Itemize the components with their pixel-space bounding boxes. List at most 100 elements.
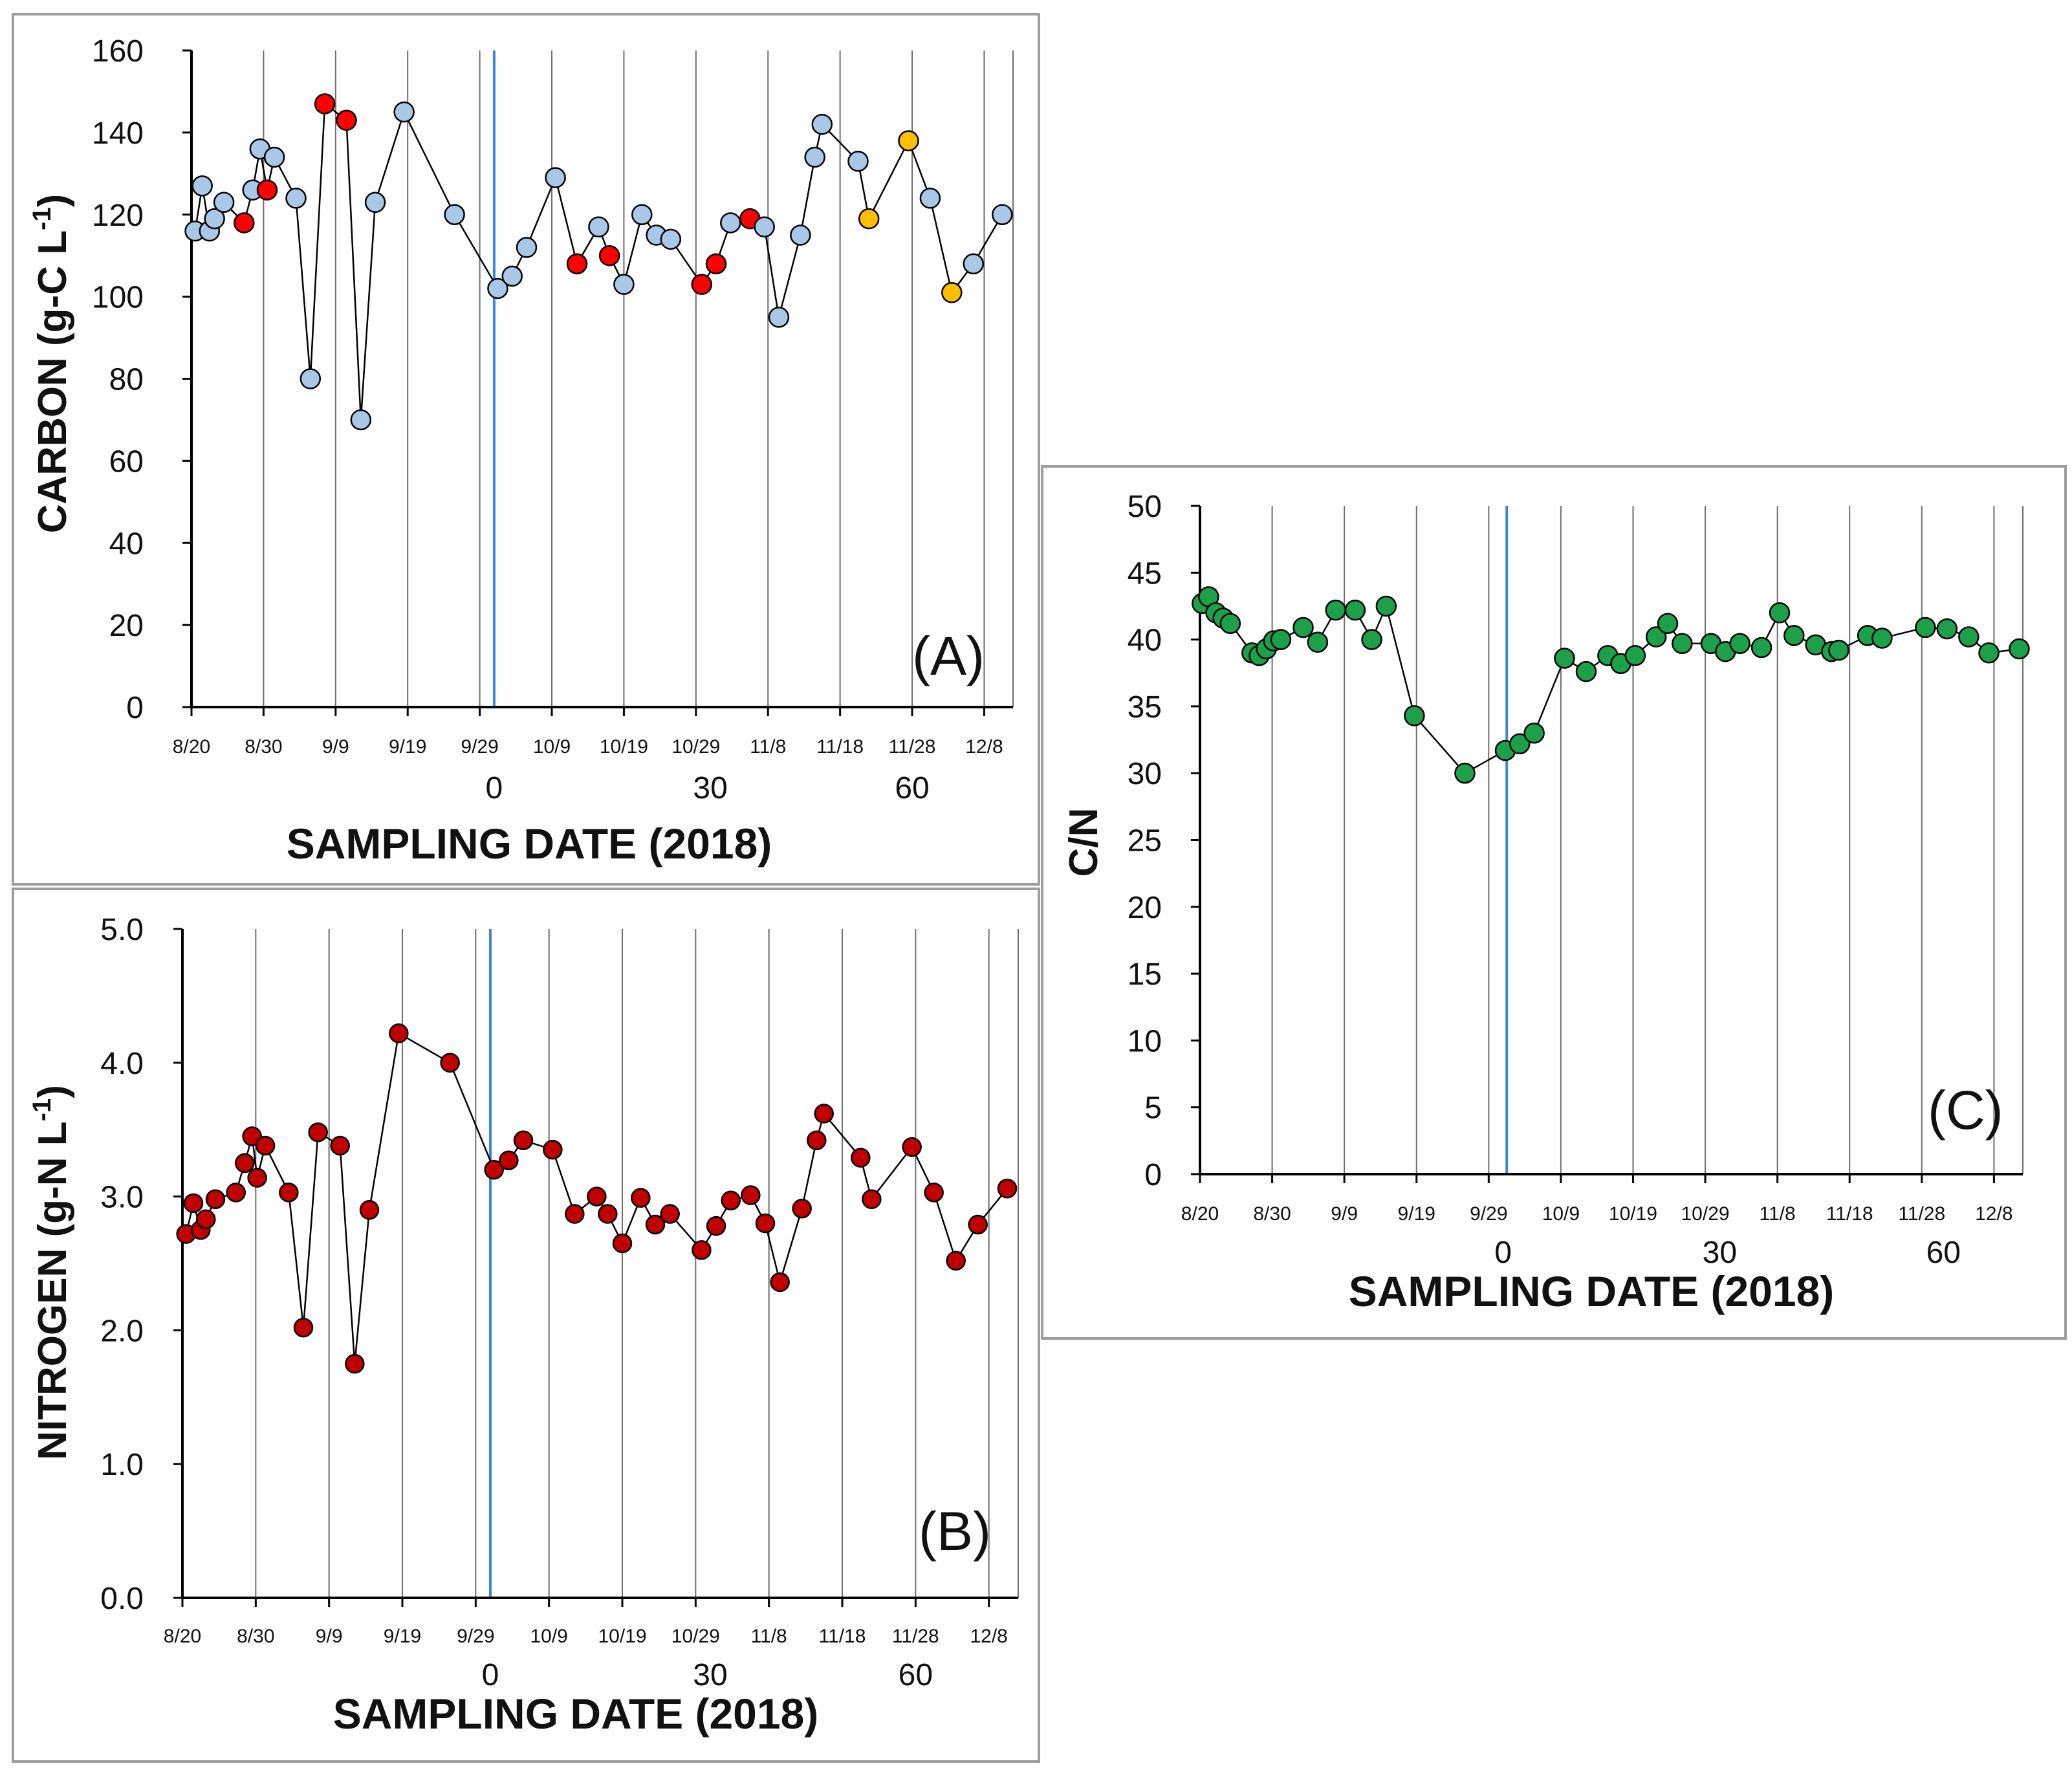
panel-c-data-point <box>1645 626 1667 648</box>
panel-c-data-point <box>1828 639 1849 661</box>
panel-c: 0 5 10 15 20 25 30 35 40 45 50 8/20 8/30 9/9 9/19 9/29… <box>1041 465 2067 1340</box>
panel-a-date-tick-label: 10/29 <box>671 736 720 758</box>
panel-b-data-point <box>330 1135 350 1156</box>
panel-b-ytick-label: 3.0 <box>100 1181 144 1215</box>
panel-b-data-point <box>235 1153 255 1173</box>
panel-a-data-point <box>768 307 790 328</box>
panel-c-date-tick-label: 11/28 <box>1898 1203 1945 1225</box>
panel-a-date-tick-label: 9/9 <box>322 736 349 758</box>
panel-b-data-point <box>543 1139 563 1160</box>
panel-c-day-tick-label: 30 <box>1703 1236 1737 1270</box>
panel-a-ytick-label: 160 <box>92 34 144 69</box>
panel-a-ylabel: CARBON (g-C L-1) <box>28 194 75 534</box>
panel-c-ytick-label: 45 <box>1128 556 1162 591</box>
panel-a-date-tick-label: 11/8 <box>750 736 786 758</box>
panel-b-data-point <box>612 1233 633 1254</box>
panel-a-data-point <box>364 191 386 213</box>
panel-c-letter: (C) <box>1928 1080 2003 1140</box>
panel-a-xlabel: SAMPLING DATE (2018) <box>287 820 772 868</box>
panel-c-data-point <box>1978 642 2000 664</box>
panel-b-date-tick-label: 12/8 <box>970 1626 1007 1647</box>
panel-a-data-point <box>263 146 285 168</box>
panel-a: 0 20 40 60 80 100 120 140 160 8/20 8/30 9/9 9/19 9/2… <box>12 13 1040 886</box>
panel-b-data-point <box>484 1159 504 1180</box>
panel-b-data-point <box>565 1204 585 1224</box>
panel-b-letter: (B) <box>919 1501 991 1562</box>
panel-b-date-tick-label: 9/9 <box>316 1626 343 1647</box>
panel-a-ytick-label: 20 <box>109 609 144 643</box>
panel-b-data-point <box>598 1204 618 1224</box>
panel-c-data-point <box>1729 633 1750 655</box>
panel-b-data-point <box>242 1126 262 1146</box>
panel-b-data-point <box>792 1198 812 1219</box>
panel-b-ytick-label: 2.0 <box>100 1314 144 1348</box>
panel-b-data-point <box>205 1189 226 1209</box>
panel-c-ytick-label: 40 <box>1128 624 1162 658</box>
panel-a-data-point <box>501 265 523 287</box>
panel-b-date-tick-label: 9/19 <box>384 1626 421 1647</box>
panel-a-data-point <box>941 282 963 303</box>
panel-a-data-point <box>588 216 609 238</box>
panel-a-data-point <box>487 278 508 300</box>
panel-c-data-point <box>1769 602 1791 624</box>
panel-b: 0.0 1.0 2.0 3.0 4.0 5.0 8/20 8/30 9/9 9/19 9/29 10… <box>12 888 1040 1763</box>
panel-c-ytick-label: 20 <box>1128 891 1162 925</box>
panel-c-date-tick-label: 8/20 <box>1181 1203 1219 1225</box>
panel-c-ylabel: C/N <box>1062 808 1106 877</box>
panel-a-data-point <box>204 208 225 230</box>
panel-b-data-point <box>293 1318 314 1338</box>
panel-a-day-tick-label: 0 <box>486 771 503 805</box>
panel-c-data-point <box>1958 626 1979 648</box>
panel-a-data-point <box>754 216 775 238</box>
panel-b-data-point <box>183 1193 204 1214</box>
panel-a-date-tick-label: 9/29 <box>461 736 498 758</box>
panel-c-date-tick-label: 10/19 <box>1609 1203 1657 1225</box>
panel-b-date-tick-label: 10/9 <box>530 1626 567 1647</box>
panel-a-date-tick-label: 11/18 <box>816 736 864 758</box>
panel-b-data-point <box>279 1183 299 1203</box>
panel-c-data-point <box>1219 613 1241 635</box>
panel-c-data-point <box>1404 705 1425 726</box>
panel-b-data-point <box>499 1150 519 1171</box>
panel-c-data-point <box>1523 722 1545 744</box>
panel-a-data-point <box>898 130 919 151</box>
panel-c-data-point <box>1871 628 1893 649</box>
panel-b-data-point <box>587 1186 607 1206</box>
panel-a-data-point <box>705 253 727 275</box>
panel-b-date-tick-label: 8/30 <box>237 1626 274 1647</box>
panel-c-xlabel: SAMPLING DATE (2018) <box>1349 1267 1835 1315</box>
panel-c-ytick-label: 25 <box>1128 824 1162 858</box>
panel-a-data-point <box>631 204 653 225</box>
panel-c-ytick-label: 5 <box>1144 1091 1162 1126</box>
panel-b-xlabel: SAMPLING DATE (2018) <box>333 1690 819 1738</box>
panel-b-frame <box>12 888 1040 1763</box>
panel-a-letter: (A) <box>912 626 985 686</box>
panel-b-data-point <box>807 1130 827 1150</box>
panel-a-data-point <box>234 212 255 234</box>
panel-a-date-tick-label: 9/19 <box>389 736 426 758</box>
panel-c-data-point <box>1750 637 1772 659</box>
panel-b-date-tick-label: 11/28 <box>892 1626 939 1647</box>
panel-c-data-point <box>1361 629 1382 650</box>
panel-b-day-tick-label: 60 <box>899 1658 933 1692</box>
panel-b-date-tick-label: 11/8 <box>751 1626 787 1647</box>
panel-b-ytick-label: 4.0 <box>100 1047 144 1081</box>
panel-c-data-point <box>1783 625 1805 646</box>
panel-b-data-point <box>513 1130 534 1150</box>
panel-c-data-point <box>1325 599 1347 621</box>
panel-c-date-tick-label: 12/8 <box>1975 1203 2012 1225</box>
panel-a-data-point <box>804 146 825 168</box>
panel-b-data-point <box>851 1148 871 1168</box>
panel-b-ytick-label: 5.0 <box>100 913 144 947</box>
panel-b-data-point <box>226 1183 246 1203</box>
panel-a-data-point <box>613 274 635 295</box>
panel-c-day-tick-label: 0 <box>1494 1236 1512 1270</box>
panel-b-data-point <box>660 1204 680 1224</box>
panel-b-data-point <box>862 1189 882 1209</box>
panel-c-data-point <box>1624 645 1646 666</box>
panel-c-data-point <box>1375 595 1397 617</box>
panel-c-day-tick-label: 60 <box>1926 1236 1961 1270</box>
panel-a-data-point <box>919 188 941 209</box>
panel-c-frame <box>1041 465 2067 1340</box>
panel-c-date-tick-label: 9/9 <box>1331 1203 1358 1225</box>
